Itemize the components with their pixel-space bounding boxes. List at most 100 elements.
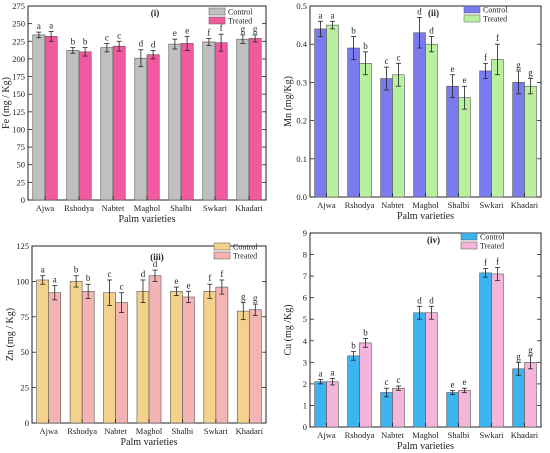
y-tick-label: 100: [16, 276, 29, 286]
bar-treated: [115, 302, 128, 424]
significance-letter: e: [185, 25, 189, 35]
x-tick-label: Nabtet: [102, 203, 125, 213]
x-tick-label: Khadari: [236, 426, 264, 436]
chart-panel-4: 0 1 2 3 4 5 6 7 8 9 a a Ajwa bb Rshodya c c Nabtet d d Magho…: [283, 228, 542, 452]
significance-letter: g: [253, 293, 258, 303]
legend-label: Control: [228, 8, 253, 17]
bar-treated: [524, 85, 537, 198]
significance-letter: c: [385, 377, 389, 387]
x-tick-label: Rshodya: [67, 426, 97, 436]
bar-treated: [182, 296, 195, 424]
legend-label: Treated: [483, 15, 507, 24]
bar-treated: [491, 59, 504, 198]
bar-treated: [392, 387, 405, 428]
panel-label: (i): [151, 8, 160, 18]
bar-treated: [215, 286, 229, 424]
y-tick-label: 250: [12, 19, 25, 29]
y-tick-label: 4: [303, 336, 308, 346]
significance-letter: e: [451, 64, 455, 74]
y-tick-label: 200: [12, 54, 25, 64]
bar-control: [512, 368, 525, 428]
bar-control: [66, 50, 80, 201]
x-tick-label: Khadari: [511, 200, 539, 210]
x-tick-label: Swkari: [479, 200, 504, 210]
legend-swatch: [208, 7, 226, 16]
significance-letter: b: [83, 37, 88, 47]
significance-letter: g: [241, 292, 246, 302]
bar-control: [347, 47, 360, 198]
y-tick-label: 25: [17, 177, 26, 187]
significance-letter: g: [516, 351, 521, 361]
significance-letter: g: [516, 60, 521, 70]
y-tick-label: 25: [21, 383, 30, 393]
x-tick-label: Nabtet: [104, 426, 127, 436]
bar-treated: [326, 381, 339, 428]
legend-label: Treated: [233, 252, 257, 261]
y-tick-label: 6: [303, 293, 307, 303]
significance-letter: f: [496, 33, 499, 43]
significance-letter: c: [385, 56, 389, 66]
significance-letter: f: [496, 256, 499, 266]
bar-control: [69, 281, 83, 424]
y-tick-label: 50: [17, 160, 26, 170]
significance-letter: a: [319, 369, 323, 379]
x-tick-label: Shalbi: [170, 203, 192, 213]
bar-treated: [458, 390, 471, 428]
legend-label: Control: [233, 243, 258, 252]
bar-treated: [146, 54, 160, 201]
significance-letter: d: [139, 39, 144, 49]
y-tick-label: 275: [12, 1, 25, 11]
bar-control: [168, 43, 182, 201]
significance-letter: d: [151, 39, 156, 49]
significance-letter: b: [71, 37, 76, 47]
x-tick-label: Nabtet: [381, 200, 404, 210]
bar-control: [134, 57, 148, 201]
significance-letter: e: [462, 75, 466, 85]
significance-letter: f: [220, 23, 223, 33]
legend-label: Treated: [228, 17, 252, 26]
x-tick-label: Ajwa: [317, 430, 336, 440]
legend-swatch: [460, 241, 478, 250]
significance-letter: g: [528, 345, 533, 355]
y-tick-label: 100: [12, 124, 25, 134]
significance-letter: a: [330, 10, 334, 20]
significance-letter: c: [396, 52, 400, 62]
bar-treated: [524, 362, 537, 428]
y-tick-label: 2: [303, 379, 307, 389]
significance-letter: f: [220, 269, 223, 279]
x-tick-label: Shalbi: [172, 426, 194, 436]
x-tick-label: Swkari: [479, 430, 504, 440]
bar-control: [202, 41, 216, 201]
y-axis-label: Fe (mg / Kg): [1, 77, 12, 129]
y-tick-label: 75: [17, 142, 26, 152]
panel-label: (iii): [150, 252, 164, 262]
bar-treated: [359, 342, 372, 428]
y-tick-label: 175: [12, 72, 25, 82]
x-tick-label: Shalbi: [448, 430, 470, 440]
legend-swatch: [213, 242, 231, 251]
x-tick-label: Swkari: [204, 426, 229, 436]
bar-treated: [48, 292, 62, 424]
y-tick-label: 0.5: [296, 1, 307, 11]
y-tick-label: 1: [303, 400, 307, 410]
legend-swatch: [208, 16, 226, 25]
y-tick-label: 0: [303, 422, 307, 432]
x-axis-label: Palm varieties: [121, 437, 178, 448]
significance-letter: a: [53, 275, 57, 285]
y-tick-label: 0.2: [296, 116, 307, 126]
significance-letter: b: [74, 265, 79, 275]
y-tick-label: 225: [12, 36, 25, 46]
significance-letter: g: [253, 24, 258, 34]
y-tick-label: 50: [21, 347, 30, 357]
y-tick-label: 150: [12, 89, 25, 99]
y-tick-label: 0.1: [296, 154, 307, 164]
bar-treated: [491, 273, 504, 428]
x-tick-label: Khadari: [511, 430, 539, 440]
x-tick-label: Rshodya: [345, 200, 375, 210]
y-tick-label: 7: [303, 271, 307, 281]
bar-treated: [359, 62, 372, 198]
significance-letter: a: [319, 10, 323, 20]
bar-control: [170, 291, 183, 424]
legend-swatch: [460, 232, 478, 241]
